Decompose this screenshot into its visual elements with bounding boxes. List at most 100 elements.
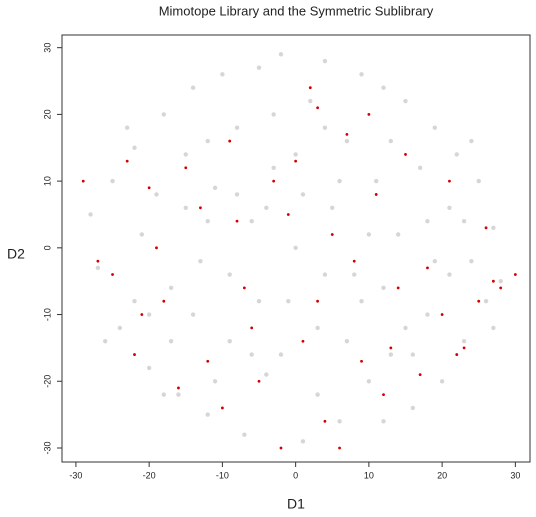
background-point <box>198 258 203 264</box>
background-point <box>469 258 474 264</box>
background-point <box>168 285 174 291</box>
background-point <box>498 278 503 284</box>
background-point <box>439 379 445 384</box>
background-point <box>256 65 262 70</box>
highlight-point <box>206 359 210 363</box>
highlight-point <box>257 379 261 383</box>
highlight-point <box>418 373 422 376</box>
background-point <box>432 125 437 130</box>
y-tick-label: 0 <box>42 245 52 250</box>
highlight-point <box>316 299 320 303</box>
highlight-point <box>155 246 158 250</box>
background-point <box>388 352 394 357</box>
background-point <box>315 392 320 397</box>
highlight-point <box>199 206 202 210</box>
x-tick-label: -30 <box>69 470 82 480</box>
highlight-point <box>220 406 224 410</box>
y-tick-label: -20 <box>42 375 52 388</box>
background-point <box>491 225 496 231</box>
background-point <box>242 432 247 437</box>
x-tick-label: -20 <box>143 470 156 480</box>
highlight-point <box>389 346 393 350</box>
background-point <box>322 272 328 277</box>
background-point <box>278 52 284 57</box>
background-point <box>344 138 350 144</box>
background-point <box>483 299 489 304</box>
background-point <box>212 185 218 190</box>
background-point <box>425 312 430 317</box>
background-point <box>154 192 159 197</box>
highlight-point <box>513 273 517 276</box>
background-point <box>139 232 145 237</box>
background-point <box>227 272 232 277</box>
highlight-point <box>448 179 451 183</box>
highlight-point <box>404 153 407 156</box>
background-point <box>410 352 416 357</box>
background-point <box>476 178 481 184</box>
background-point <box>212 379 218 384</box>
y-tick-label: 20 <box>42 109 52 119</box>
background-point <box>256 299 262 304</box>
background-point <box>264 372 269 377</box>
background-point <box>308 98 313 104</box>
highlight-point <box>374 193 378 196</box>
background-point <box>359 299 364 304</box>
highlight-point <box>323 419 327 423</box>
highlight-point <box>455 353 459 356</box>
background-point <box>124 125 130 130</box>
highlight-point <box>338 446 341 450</box>
x-tick-label: 10 <box>364 470 374 480</box>
background-point <box>395 232 401 237</box>
background-point <box>417 165 423 170</box>
background-point <box>300 439 306 444</box>
highlight-point <box>345 133 349 136</box>
highlight-point <box>242 286 246 290</box>
background-point <box>447 205 452 211</box>
highlight-point <box>382 393 385 397</box>
highlight-point <box>250 326 254 330</box>
background-point <box>403 98 408 104</box>
background-point <box>249 218 254 224</box>
background-point <box>168 339 174 344</box>
background-point <box>315 325 320 331</box>
background-point <box>183 205 188 211</box>
highlight-point <box>294 159 298 163</box>
highlight-point <box>484 226 488 230</box>
background-point <box>205 218 210 224</box>
background-point <box>366 232 372 237</box>
highlight-point <box>272 179 276 183</box>
background-point <box>293 245 298 251</box>
background-point <box>381 419 386 424</box>
background-point <box>146 312 152 317</box>
background-point <box>293 152 298 157</box>
background-point <box>161 112 167 117</box>
highlight-point <box>301 339 305 343</box>
background-point <box>183 152 188 157</box>
background-point <box>110 178 115 184</box>
x-axis-label: D1 <box>287 496 305 512</box>
background-point <box>366 379 372 384</box>
highlight-point <box>125 159 129 163</box>
highlight-point <box>499 286 503 290</box>
background-point <box>425 218 430 224</box>
background-point <box>352 272 357 277</box>
highlight-point <box>162 299 166 303</box>
highlight-point <box>426 266 429 270</box>
background-point <box>322 58 328 64</box>
background-point <box>491 325 496 331</box>
background-point <box>132 145 137 150</box>
background-point <box>322 125 328 130</box>
chart-title: Mimotope Library and the Symmetric Subli… <box>159 3 434 18</box>
highlight-point <box>96 259 100 263</box>
highlight-point <box>462 346 466 350</box>
x-tick-label: -10 <box>216 470 229 480</box>
background-point <box>410 405 416 411</box>
highlight-point <box>81 179 85 183</box>
background-point <box>447 272 452 277</box>
background-point <box>205 138 210 144</box>
highlight-point <box>396 286 400 290</box>
background-point <box>249 352 254 357</box>
highlight-point <box>228 139 232 143</box>
highlight-point <box>279 446 283 450</box>
